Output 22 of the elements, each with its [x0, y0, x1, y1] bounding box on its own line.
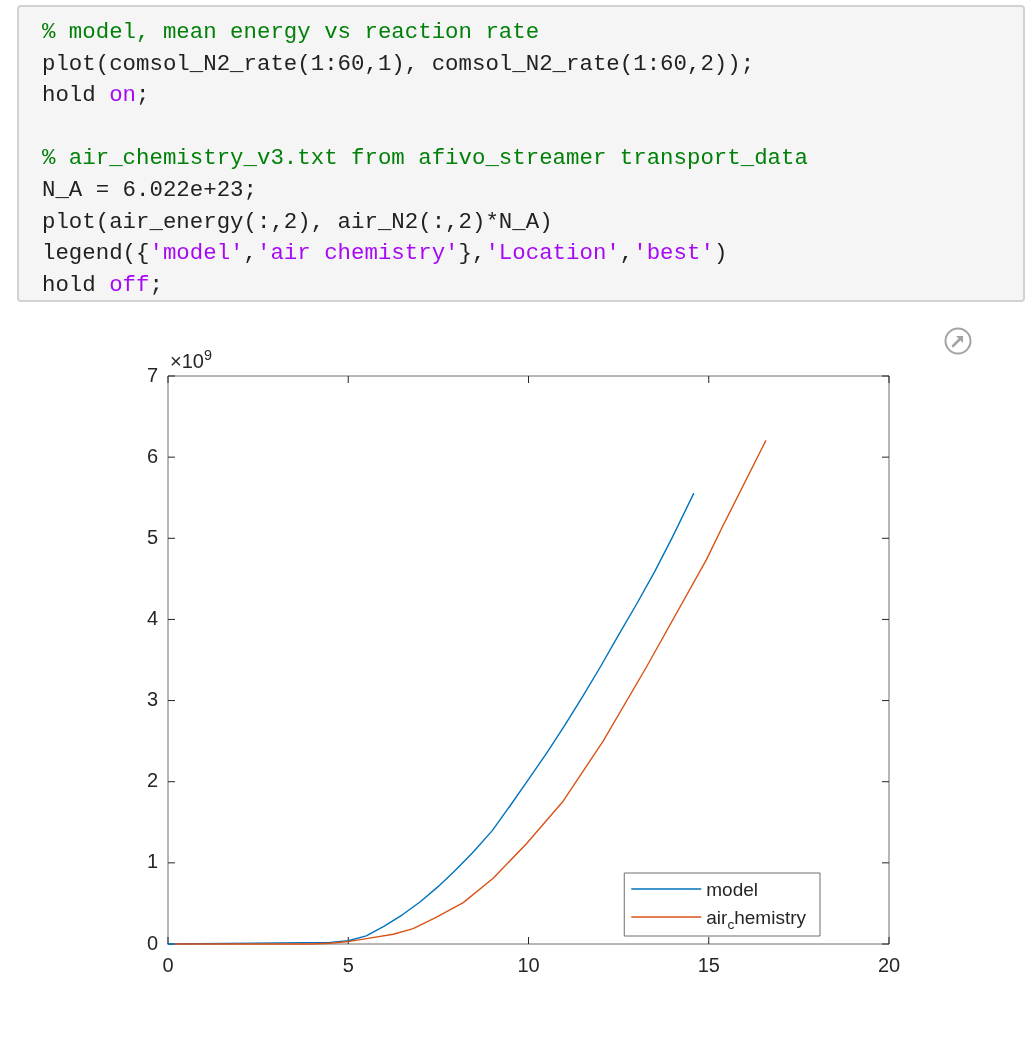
- text: plot(air_energy(:,2), air_N2(:,2)*N_A): [42, 208, 553, 235]
- y-tick-label: 0: [146, 931, 158, 954]
- text: plot(comsol_N2_rate(1:60,1), comsol_N2_rate(1:60,2));: [42, 50, 755, 77]
- x-tick-label: 20: [877, 953, 901, 976]
- y-tick-label: 6: [146, 444, 158, 467]
- text: % model, mean energy vs reaction rate: [42, 19, 540, 45]
- y-tick-label: 5: [146, 525, 158, 548]
- text: hold off;: [42, 271, 163, 298]
- x-tick-label: 0: [162, 953, 174, 976]
- legend-label: model: [706, 879, 759, 900]
- y-tick-label: 1: [146, 850, 158, 873]
- text: N_A = 6.022e+23;: [42, 176, 257, 203]
- y-tick-label: 4: [146, 606, 158, 629]
- x-tick-label: 5: [342, 953, 354, 976]
- text: % air_chemistry_v3.txt from afivo_streamer transport_data: [42, 145, 808, 172]
- y-tick-label: 2: [146, 769, 158, 792]
- text: hold on;: [42, 82, 150, 109]
- x-tick-label: 10: [517, 953, 540, 976]
- text: legend({'model','air chemistry'},'Location','best'): [42, 240, 728, 267]
- x-tick-label: 15: [697, 953, 720, 976]
- y-tick-label: 3: [146, 688, 158, 711]
- y-tick-label: 7: [146, 363, 158, 386]
